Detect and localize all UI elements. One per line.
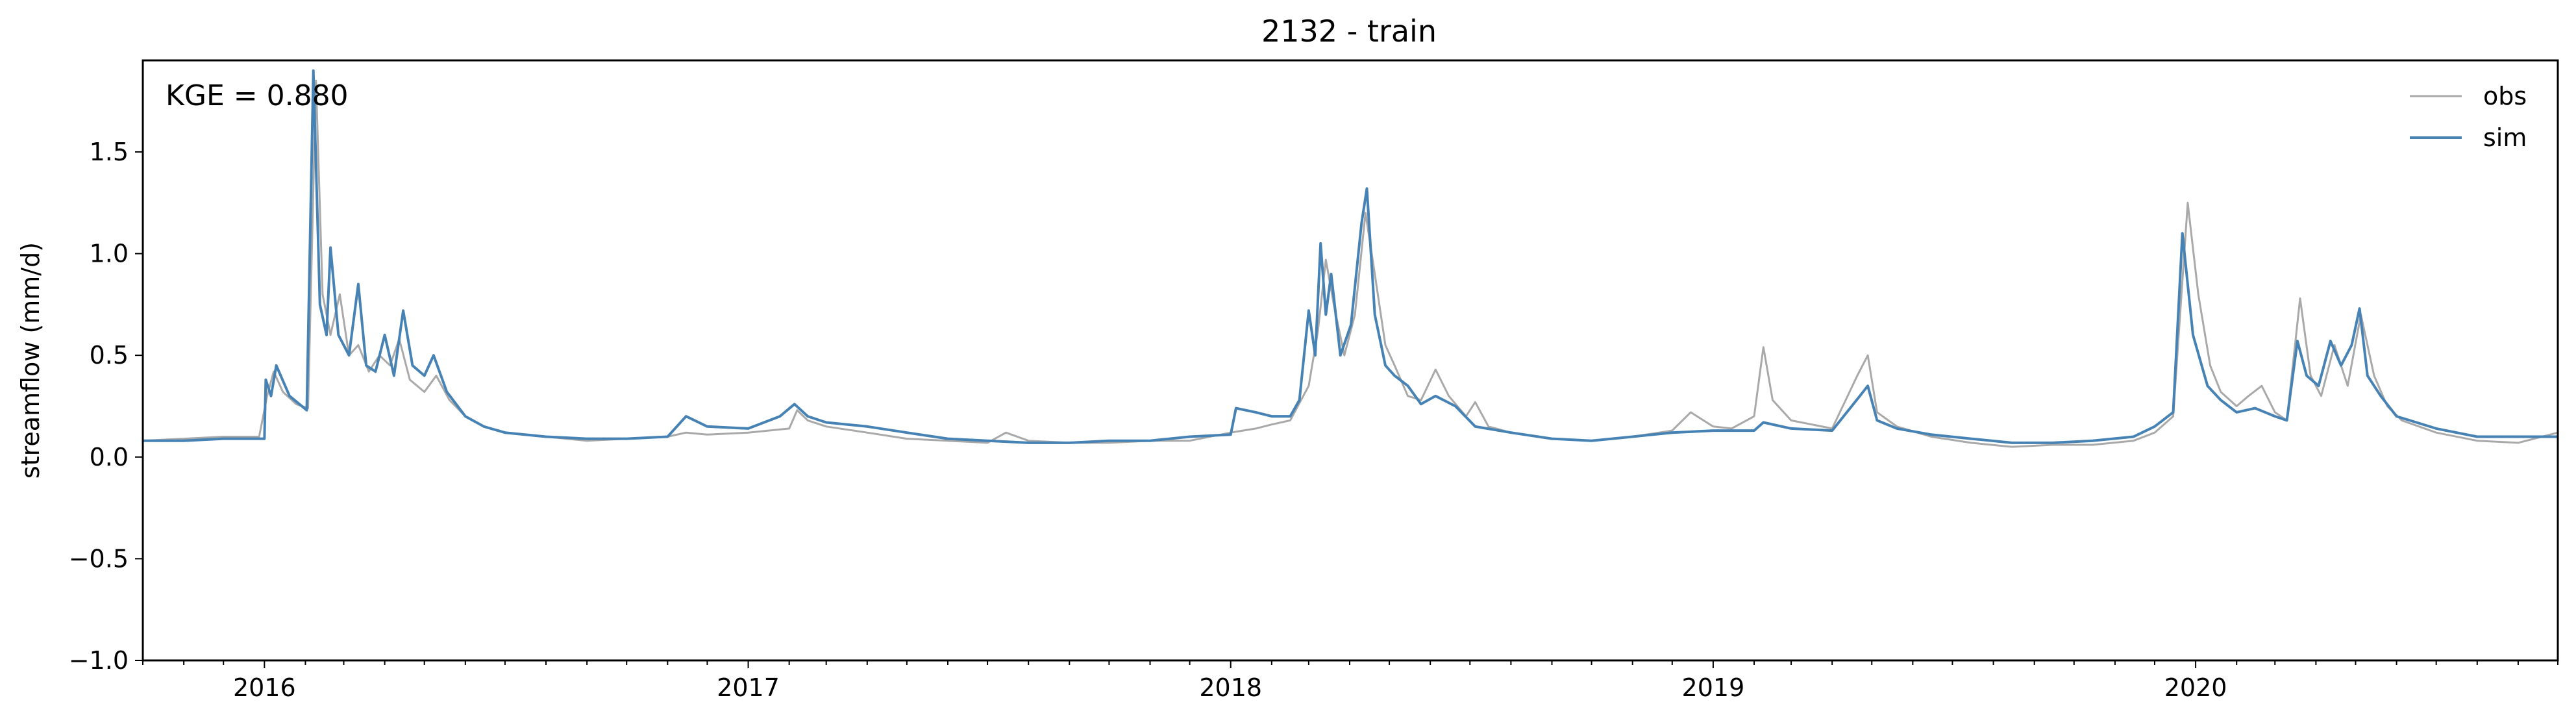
x-tick-label: 2017 [717,673,780,702]
y-tick-label: −0.5 [69,544,129,573]
y-tick-label: 0.5 [90,341,129,369]
y-tick-label: 1.0 [90,240,129,268]
x-tick-label: 2019 [1682,673,1745,702]
legend-label-obs: obs [2483,82,2527,110]
y-axis-label: streamflow (mm/d) [16,242,45,479]
series-line-sim [143,69,2558,444]
x-tick-label: 2018 [1199,673,1262,702]
y-tick-label: 0.0 [90,443,129,471]
kge-annotation: KGE = 0.880 [166,79,349,112]
y-tick-label: 1.5 [90,138,129,166]
y-tick-label: −1.0 [69,646,129,675]
series-line-obs [143,79,2558,448]
x-tick-label: 2020 [2164,673,2227,702]
plot-area: −1.0 −0.5 0.0 0.5 1.0 1.5 2016 2017 2018 2019 202… [69,59,2559,702]
chart-title: 2132 - train [1261,14,1437,49]
legend: obs sim [2410,82,2527,152]
series-layer [143,69,2558,448]
y-axis: −1.0 −0.5 0.0 0.5 1.0 1.5 [69,138,143,675]
legend-label-sim: sim [2483,123,2527,152]
x-tick-label: 2016 [233,673,296,702]
x-axis: 2016 2017 2018 2019 2020 [142,660,2558,702]
plot-frame [142,59,2559,662]
